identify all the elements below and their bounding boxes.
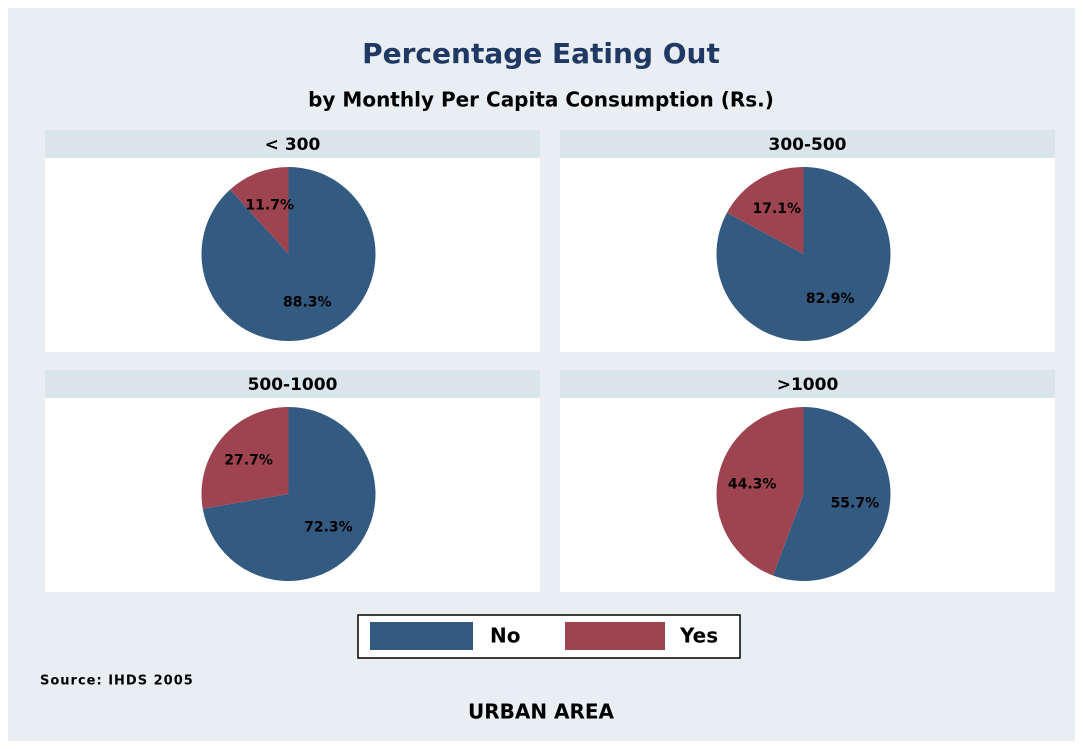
panel-title: 500-1000 [248,375,338,395]
slice-label: 27.7% [224,452,273,468]
slice-label: 55.7% [831,495,880,511]
slice-label: 82.9% [806,291,855,307]
note: URBAN AREA [468,700,615,724]
panel-header [45,130,540,158]
legend-swatch [370,622,473,650]
panels: < 300 88.3% 11.7% 300-500 82.9% 17.1% 500-1000… [45,130,1055,592]
slice-label: 88.3% [283,295,332,311]
pie-slice [201,407,289,509]
pie-slice [716,407,804,576]
subtitle: by Monthly Per Capita Consumption (Rs.) [308,88,774,112]
slice-label: 72.3% [304,520,353,536]
pie-slice [201,167,376,341]
source: Source: IHDS 2005 [40,674,194,689]
panel-header [45,370,540,398]
legend-label: Yes [679,624,718,648]
panel-title: >1000 [777,375,839,395]
slice-label: 44.3% [728,477,777,493]
slice-label: 11.7% [245,197,294,213]
pie-slice [716,167,891,342]
legend-swatch [565,622,665,650]
slice-label: 17.1% [752,201,801,217]
panel-title: < 300 [265,135,321,155]
panel-title: 300-500 [768,135,846,155]
legend-label: No [490,624,520,648]
panel-header [560,130,1055,158]
pie-slice [202,407,376,581]
title: Percentage Eating Out [362,37,720,70]
pie-slice [230,167,289,254]
pie-slice [773,407,891,582]
pie-slice [726,167,804,254]
panel-header [560,370,1055,398]
